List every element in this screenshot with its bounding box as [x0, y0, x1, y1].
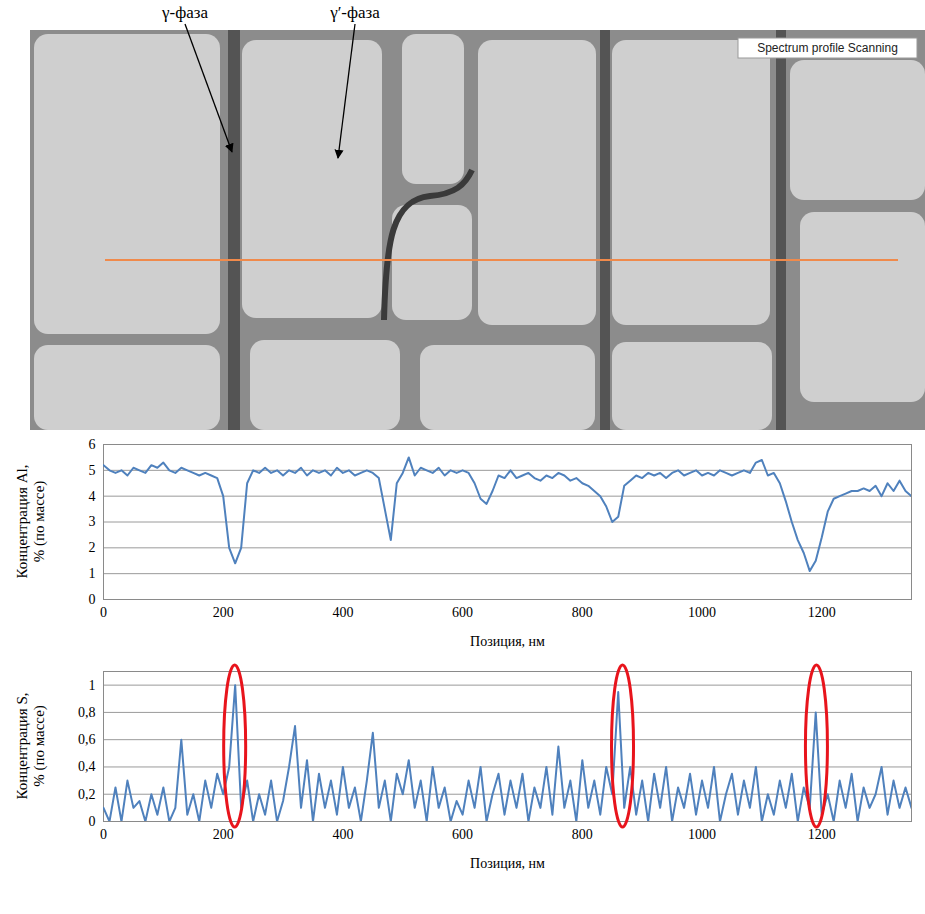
- svg-text:Позиция, нм: Позиция, нм: [470, 634, 545, 649]
- svg-text:800: 800: [572, 605, 593, 620]
- svg-text:6: 6: [89, 437, 96, 452]
- svg-text:1000: 1000: [688, 605, 716, 620]
- svg-text:Концентрация Al,% (по массе): Концентрация Al,% (по массе): [14, 465, 48, 579]
- svg-text:1000: 1000: [688, 827, 716, 842]
- svg-text:5: 5: [89, 463, 96, 478]
- svg-text:0,6: 0,6: [78, 732, 96, 747]
- svg-text:1200: 1200: [808, 605, 836, 620]
- svg-text:0: 0: [100, 605, 107, 620]
- svg-text:800: 800: [572, 827, 593, 842]
- svg-text:0,4: 0,4: [78, 759, 96, 774]
- svg-text:1: 1: [89, 678, 96, 693]
- svg-text:Позиция, нм: Позиция, нм: [470, 856, 545, 871]
- svg-text:2: 2: [89, 540, 96, 555]
- svg-text:400: 400: [332, 827, 353, 842]
- svg-text:1: 1: [89, 566, 96, 581]
- svg-text:600: 600: [452, 605, 473, 620]
- svg-text:0,8: 0,8: [78, 705, 96, 720]
- svg-text:0: 0: [89, 814, 96, 829]
- svg-text:Концентрация S,% (по массе): Концентрация S,% (по массе): [14, 692, 48, 799]
- svg-text:200: 200: [213, 605, 234, 620]
- svg-text:Spectrum profile Scanning: Spectrum profile Scanning: [757, 41, 898, 55]
- svg-text:3: 3: [89, 514, 96, 529]
- svg-text:0: 0: [89, 592, 96, 607]
- svg-text:γ-фаза: γ-фаза: [161, 3, 208, 22]
- svg-text:400: 400: [332, 605, 353, 620]
- svg-text:0: 0: [100, 827, 107, 842]
- svg-text:1200: 1200: [808, 827, 836, 842]
- svg-text:600: 600: [452, 827, 473, 842]
- svg-text:4: 4: [89, 489, 96, 504]
- svg-text:γ′-фаза: γ′-фаза: [329, 3, 380, 22]
- svg-text:0,2: 0,2: [78, 787, 96, 802]
- svg-text:200: 200: [213, 827, 234, 842]
